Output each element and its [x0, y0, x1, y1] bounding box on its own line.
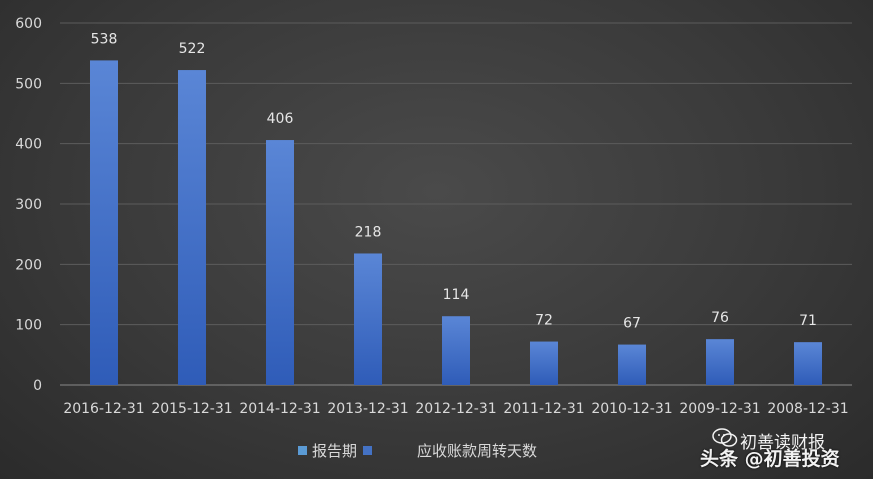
bar [90, 60, 118, 385]
watermark-source: 头条 @初善投资 [700, 448, 840, 470]
x-tick-label: 2009-12-31 [679, 401, 760, 417]
x-axis-ticks: 2016-12-31 2015-12-31 2014-12-31 2013-12-31… [63, 401, 848, 417]
data-label: 67 [623, 316, 641, 332]
bar [178, 70, 206, 385]
bar [354, 253, 382, 385]
wechat-icon [712, 428, 738, 447]
y-tick-label: 400 [15, 137, 42, 153]
y-tick-label: 500 [15, 76, 42, 92]
data-label: 114 [443, 287, 470, 303]
bars [90, 60, 822, 385]
data-label: 72 [535, 313, 553, 329]
y-tick-label: 300 [15, 197, 42, 213]
y-tick-label: 200 [15, 257, 42, 273]
bar [706, 339, 734, 385]
bar [618, 344, 646, 385]
legend-label-series: 应收账款周转天数 [417, 441, 538, 460]
data-label: 538 [91, 31, 118, 47]
bar [530, 341, 558, 385]
y-tick-label: 0 [33, 378, 42, 394]
x-tick-label: 2010-12-31 [591, 401, 672, 417]
y-axis-ticks: 0 100 200 300 400 500 600 [15, 16, 42, 394]
legend-item-period: 报告期 [298, 440, 357, 461]
legend-item-series: 应收账款周转天数 [363, 440, 537, 461]
data-label: 218 [355, 224, 382, 240]
bar [794, 342, 822, 385]
legend-swatch-period [298, 445, 307, 455]
x-tick-label: 2008-12-31 [767, 401, 848, 417]
legend-swatch-series [363, 445, 373, 455]
x-tick-label: 2014-12-31 [239, 401, 320, 417]
watermark-account: 初善读财报 [740, 433, 825, 453]
y-tick-label: 600 [15, 16, 42, 32]
data-labels: 538 522 406 218 114 72 67 76 71 [91, 31, 817, 331]
data-label: 76 [711, 310, 729, 326]
data-label: 71 [799, 313, 817, 329]
bar [442, 316, 470, 385]
x-tick-label: 2016-12-31 [63, 401, 144, 417]
x-tick-label: 2011-12-31 [503, 401, 584, 417]
legend-label-period: 报告期 [312, 441, 358, 460]
bar [266, 140, 294, 385]
legend: 报告期 应收账款周转天数 [298, 440, 537, 460]
x-tick-label: 2013-12-31 [327, 401, 408, 417]
data-label: 522 [179, 41, 206, 57]
data-label: 406 [267, 111, 294, 127]
watermark: 初善读财报 头条 @初善投资 [700, 428, 870, 472]
y-tick-label: 100 [15, 318, 42, 334]
x-tick-label: 2015-12-31 [151, 401, 232, 417]
x-tick-label: 2012-12-31 [415, 401, 496, 417]
